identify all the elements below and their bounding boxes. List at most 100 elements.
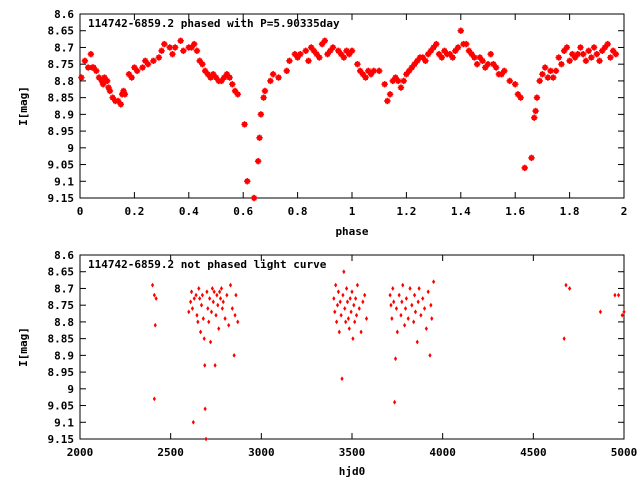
unphased-data-point [413,309,418,315]
unphased-data-point [393,356,398,362]
phased-data-point [212,74,220,81]
unphased-y-tick-label: 8.8 [54,316,74,329]
phased-data-point [337,50,345,58]
phased-data-point [512,81,519,88]
unphased-y-tick-label: 9 [67,383,74,396]
unphased-data-point [232,352,236,358]
unphased-y-tick-label: 9.05 [48,400,75,413]
phased-data-point [260,94,267,101]
unphased-y-tick-label: 8.75 [48,299,75,312]
phased-data-points [78,27,620,202]
unphased-data-point [410,302,414,308]
unphased-data-point [332,296,336,301]
unphased-data-point [221,299,225,305]
unphased-data-point [195,312,199,318]
phased-y-tick-label: 8.95 [48,125,75,138]
phased-x-tick-label: 2 [621,205,628,218]
unphased-data-point [426,289,430,295]
unphased-data-point [564,282,568,288]
phased-data-point [114,97,122,105]
phased-data-point [335,47,342,54]
phased-data-point [106,87,114,95]
phased-data-point [313,50,320,58]
unphased-data-point [338,299,342,305]
phased-data-point [286,57,293,65]
phased-data-point [539,71,546,78]
phased-data-point [275,74,282,81]
phased-data-point [362,74,369,81]
unphased-data-point [187,309,191,315]
phased-data-point [514,91,522,98]
unphased-data-point [394,306,399,311]
unphased-data-point [364,316,369,321]
unphased-data-point [216,302,220,308]
phased-data-point [269,71,277,78]
phased-data-point [316,54,323,61]
phased-data-point [582,57,590,65]
unphased-data-point [189,289,194,295]
unphased-data-point [430,316,434,321]
unphased-data-point [432,279,436,285]
phased-data-point [302,47,309,54]
phased-data-point [452,47,459,54]
phased-data-point [321,37,328,44]
unphased-data-point [401,282,405,288]
unphased-data-point [219,286,224,291]
phased-data-point [234,91,241,98]
unphased-data-point [194,292,198,298]
unphased-data-point [203,406,207,412]
unphased-data-point [390,316,394,321]
phased-data-point [536,77,543,85]
phased-data-point [343,47,350,54]
unphased-data-point [220,306,224,311]
phased-data-point [541,64,549,71]
phased-data-point [254,158,262,165]
phased-data-point [104,77,111,85]
phased-data-point [201,67,209,75]
unphased-data-point [622,309,626,315]
unphased-data-point [361,299,365,305]
phased-data-point [392,74,399,81]
unphased-y-tick-label: 8.9 [54,349,74,362]
phased-y-tick-label: 8.7 [54,41,74,54]
unphased-data-point [227,322,231,328]
unphased-data-point [416,299,420,305]
phased-data-point [446,50,454,58]
phased-data-point [596,57,603,65]
phased-data-point [593,50,600,58]
unphased-data-point [417,286,421,291]
unphased-ticks: 2000 2500 3000 3500 4000 4500 5000 8.6 8.65 8.7 8.… [48,249,638,459]
unphased-data-point [598,309,603,315]
unphased-data-point [334,282,338,288]
unphased-data-point [404,296,408,301]
phased-y-tick-label: 8.6 [54,8,74,21]
phased-data-point [414,57,421,65]
unphased-data-point [613,292,617,298]
phased-data-point [142,57,149,65]
unphased-data-point [406,316,410,321]
phased-data-point [501,67,508,75]
phased-data-point [220,74,228,81]
phased-data-point [607,54,614,61]
unphased-data-point [341,292,345,298]
phased-data-point [297,50,304,58]
phased-data-point [327,47,334,54]
phased-data-point [93,67,100,75]
unphased-y-tick-label: 8.65 [48,266,75,279]
phased-data-point [438,54,445,61]
phased-data-point [241,121,248,128]
unphased-data-point [402,322,407,328]
phased-data-point [441,47,448,54]
phased-data-point [433,40,440,48]
unphased-y-axis-label: I[mag] [17,327,30,367]
unphased-data-point [352,302,356,308]
phased-data-point [329,44,337,51]
phased-data-point [403,71,410,78]
unphased-data-point [205,289,209,295]
phased-data-point [144,60,152,68]
phased-data-point [454,44,462,51]
phased-data-point [294,54,301,61]
phased-data-point [161,40,168,48]
phased-data-point [87,50,95,58]
phased-data-point [257,111,265,118]
